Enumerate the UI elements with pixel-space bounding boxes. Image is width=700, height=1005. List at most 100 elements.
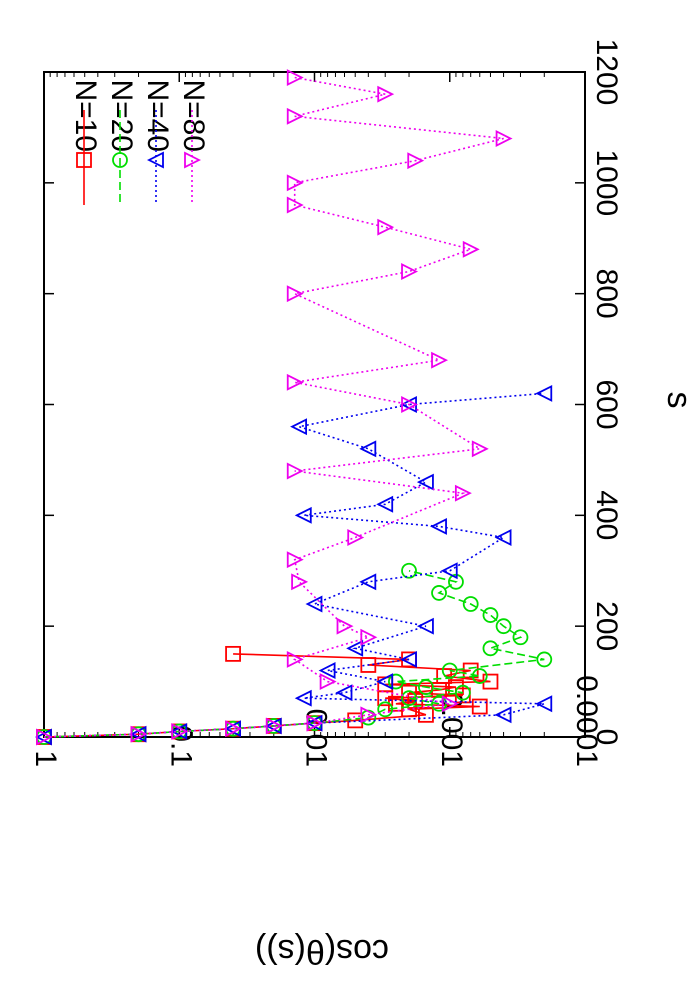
data-point xyxy=(294,689,312,707)
y-axis-title: cos(θ(s)) xyxy=(255,932,389,970)
data-point xyxy=(305,595,323,613)
data-point xyxy=(360,628,378,646)
legend-label: N=40 xyxy=(141,79,174,152)
data-point xyxy=(430,517,447,535)
x-tick-label: 800 xyxy=(590,269,623,319)
data-point xyxy=(286,107,304,125)
x-tick-label: 400 xyxy=(590,490,623,540)
data-point xyxy=(512,629,529,646)
data-point xyxy=(441,695,459,713)
data-point xyxy=(416,473,434,491)
data-point xyxy=(286,196,304,214)
data-point xyxy=(418,679,434,696)
legend-marker xyxy=(184,151,202,169)
data-point xyxy=(431,351,449,369)
data-point xyxy=(360,706,378,724)
data-point xyxy=(482,640,499,657)
series-2 xyxy=(36,562,553,745)
data-point xyxy=(377,218,395,236)
data-point xyxy=(535,384,553,402)
data-point xyxy=(360,657,377,673)
data-point xyxy=(401,562,417,579)
data-point xyxy=(535,695,553,713)
data-point xyxy=(130,725,148,743)
data-point xyxy=(431,585,447,601)
data-point xyxy=(319,673,337,691)
data-point xyxy=(388,673,404,690)
legend-label: N=80 xyxy=(177,79,210,152)
data-point xyxy=(376,495,394,513)
data-point xyxy=(440,562,458,580)
series-line xyxy=(43,392,545,738)
x-tick-label: 600 xyxy=(590,379,623,429)
data-point xyxy=(494,706,512,724)
data-point xyxy=(400,650,417,668)
data-point xyxy=(471,440,489,458)
data-point xyxy=(441,662,458,679)
data-point xyxy=(291,573,309,591)
y-tick-label: 0.0001 xyxy=(570,675,603,767)
legend-label: N=20 xyxy=(105,79,138,152)
plot-frame xyxy=(43,71,586,738)
x-tick-label: 1200 xyxy=(590,39,623,106)
data-point xyxy=(454,484,472,502)
data-point xyxy=(462,240,480,258)
data-point xyxy=(347,529,365,546)
data-point xyxy=(225,720,243,738)
x-tick-label: 1000 xyxy=(590,149,623,216)
data-point xyxy=(495,618,512,635)
x-axis-title: s xyxy=(660,392,698,409)
data-point xyxy=(318,662,336,679)
data-point xyxy=(359,440,377,458)
data-point xyxy=(294,506,312,524)
data-point xyxy=(482,607,499,623)
legend: N=10 N=20 N=40 N=80 xyxy=(69,79,210,205)
data-point xyxy=(286,462,304,480)
legend-label: N=10 xyxy=(69,79,102,152)
data-point xyxy=(471,698,488,715)
data-point xyxy=(286,650,304,668)
data-point xyxy=(286,174,304,192)
series-3 xyxy=(34,384,553,746)
data-point xyxy=(290,418,307,436)
data-point xyxy=(418,706,434,723)
series-4 xyxy=(36,69,513,746)
data-point xyxy=(377,85,395,103)
data-point xyxy=(401,396,419,413)
y-tick-label: 1 xyxy=(29,750,62,767)
y-tick-label: 0.01 xyxy=(300,709,333,767)
x-tick-label: 0 xyxy=(590,729,623,746)
data-point xyxy=(536,651,553,668)
data-point xyxy=(336,617,354,635)
data-point xyxy=(286,69,304,86)
data-point xyxy=(471,668,488,684)
data-point xyxy=(436,668,453,684)
series-line xyxy=(43,570,545,738)
data-point xyxy=(454,684,471,701)
data-point xyxy=(335,684,353,702)
data-point xyxy=(377,701,394,718)
data-point xyxy=(407,152,425,170)
series-line xyxy=(43,76,504,738)
data-point xyxy=(36,728,54,746)
data-point xyxy=(401,684,417,701)
data-point xyxy=(306,714,324,732)
data-point xyxy=(401,263,419,280)
data-point xyxy=(462,662,479,679)
data-point xyxy=(462,596,479,612)
data-point xyxy=(359,573,377,591)
x-tick-label: 200 xyxy=(590,601,623,651)
data-point xyxy=(286,551,304,569)
legend-marker xyxy=(112,152,128,168)
data-point xyxy=(171,723,189,740)
data-point xyxy=(376,673,394,691)
legend-marker xyxy=(76,152,92,168)
data-point xyxy=(225,645,241,662)
data-point xyxy=(495,130,513,147)
legend-marker xyxy=(146,151,164,169)
data-point xyxy=(286,373,304,391)
data-point xyxy=(286,285,304,303)
data-point xyxy=(494,529,512,546)
